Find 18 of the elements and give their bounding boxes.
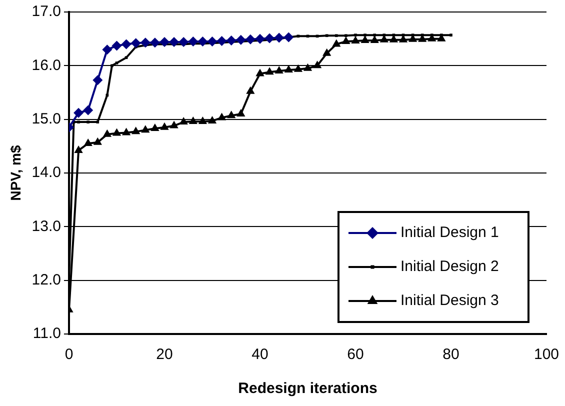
legend-label: Initial Design 2 bbox=[400, 258, 499, 276]
legend-label: Initial Design 1 bbox=[400, 224, 499, 242]
y-tick-label: 13.0 bbox=[32, 218, 61, 235]
x-tick-label: 80 bbox=[442, 346, 460, 364]
y-tick-label: 15.0 bbox=[32, 110, 61, 128]
x-tick-label: 60 bbox=[347, 346, 364, 364]
y-tick-label: 16.0 bbox=[32, 56, 61, 74]
y-tick-label: 11.0 bbox=[32, 325, 61, 342]
legend-label: Initial Design 3 bbox=[400, 292, 499, 310]
y-tick-label: 14.0 bbox=[32, 164, 61, 182]
x-tick-label: 100 bbox=[534, 346, 559, 364]
x-tick-label: 20 bbox=[156, 346, 173, 364]
y-tick-label: 17.0 bbox=[32, 3, 61, 20]
y-axis-title: NPV, m$ bbox=[7, 145, 24, 201]
y-tick-label: 12.0 bbox=[32, 271, 61, 288]
x-tick-label: 0 bbox=[64, 346, 74, 364]
x-tick-label: 40 bbox=[252, 346, 268, 364]
x-axis-title: Redesign iterations bbox=[238, 380, 378, 398]
